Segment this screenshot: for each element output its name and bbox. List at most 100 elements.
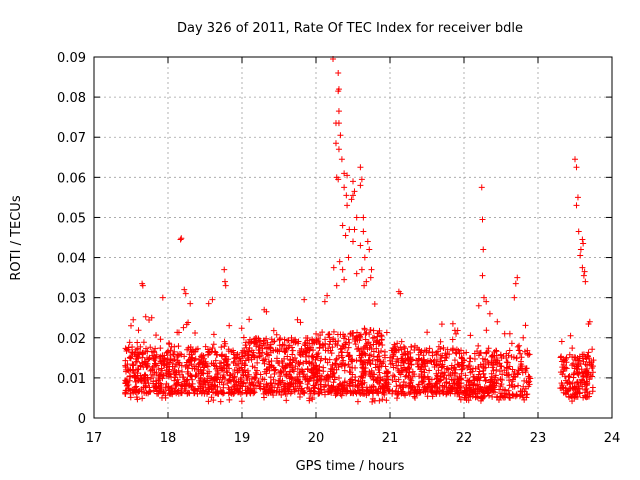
data-point bbox=[298, 366, 305, 373]
data-point bbox=[243, 344, 250, 351]
data-point bbox=[437, 338, 444, 345]
data-point bbox=[297, 391, 304, 398]
data-point bbox=[283, 370, 290, 377]
data-point bbox=[274, 384, 281, 391]
data-point bbox=[221, 278, 228, 285]
data-point bbox=[439, 382, 446, 389]
data-point bbox=[175, 379, 182, 386]
data-point bbox=[335, 108, 342, 115]
data-point bbox=[573, 202, 580, 209]
data-point bbox=[346, 226, 353, 233]
data-point bbox=[235, 360, 242, 367]
data-point bbox=[471, 355, 478, 362]
data-point bbox=[579, 264, 586, 271]
data-point bbox=[328, 387, 335, 394]
data-point bbox=[501, 390, 508, 397]
data-point bbox=[433, 356, 440, 363]
data-point bbox=[322, 347, 329, 354]
data-point bbox=[315, 390, 322, 397]
data-point bbox=[437, 377, 444, 384]
data-point bbox=[499, 371, 506, 378]
data-point bbox=[287, 381, 294, 388]
data-point bbox=[421, 356, 428, 363]
data-point bbox=[341, 276, 348, 283]
data-point bbox=[360, 372, 367, 379]
data-point bbox=[400, 384, 407, 391]
data-point bbox=[584, 389, 591, 396]
data-point bbox=[172, 369, 179, 376]
data-point bbox=[169, 360, 176, 367]
data-point bbox=[142, 313, 149, 320]
data-point bbox=[367, 274, 374, 281]
data-point bbox=[454, 327, 461, 334]
data-point bbox=[438, 364, 445, 371]
data-point bbox=[213, 351, 220, 358]
data-point bbox=[240, 379, 247, 386]
data-point bbox=[230, 360, 237, 367]
data-point bbox=[353, 270, 360, 277]
data-point bbox=[493, 366, 500, 373]
data-point bbox=[166, 371, 173, 378]
data-point bbox=[518, 354, 525, 361]
data-point bbox=[146, 388, 153, 395]
data-point bbox=[391, 345, 398, 352]
data-point bbox=[522, 369, 529, 376]
data-point bbox=[570, 360, 577, 367]
data-point bbox=[523, 394, 530, 401]
data-point bbox=[276, 342, 283, 349]
data-point bbox=[583, 373, 590, 380]
data-point bbox=[304, 366, 311, 373]
data-point bbox=[267, 374, 274, 381]
data-point bbox=[305, 352, 312, 359]
data-point bbox=[322, 356, 329, 363]
data-point bbox=[259, 345, 266, 352]
data-point bbox=[585, 349, 592, 356]
data-point bbox=[240, 334, 247, 341]
data-point bbox=[280, 368, 287, 375]
data-point bbox=[289, 351, 296, 358]
data-point bbox=[429, 393, 436, 400]
data-point bbox=[218, 378, 225, 385]
data-point bbox=[362, 336, 369, 343]
data-point bbox=[364, 238, 371, 245]
data-point bbox=[347, 331, 354, 338]
data-point bbox=[261, 360, 268, 367]
data-point bbox=[586, 355, 593, 362]
data-point bbox=[296, 369, 303, 376]
data-point bbox=[424, 360, 431, 367]
data-point bbox=[268, 357, 275, 364]
data-point bbox=[351, 338, 358, 345]
data-point bbox=[171, 356, 178, 363]
data-point bbox=[315, 350, 322, 357]
data-point bbox=[347, 390, 354, 397]
data-point bbox=[218, 352, 225, 359]
data-point bbox=[380, 358, 387, 365]
data-point bbox=[151, 357, 158, 364]
data-point bbox=[444, 346, 451, 353]
data-point bbox=[452, 370, 459, 377]
data-point bbox=[563, 354, 570, 361]
data-point bbox=[125, 367, 132, 374]
data-point bbox=[190, 386, 197, 393]
data-point bbox=[453, 330, 460, 337]
data-point bbox=[491, 389, 498, 396]
data-point bbox=[213, 363, 220, 370]
y-tick-label: 0.07 bbox=[57, 131, 86, 146]
data-point bbox=[206, 368, 213, 375]
data-point bbox=[314, 376, 321, 383]
x-tick-labels: 17 18 19 20 21 22 23 24 bbox=[86, 431, 621, 446]
data-point bbox=[239, 347, 246, 354]
data-point bbox=[487, 378, 494, 385]
data-point bbox=[315, 385, 322, 392]
data-point bbox=[182, 290, 189, 297]
data-point bbox=[134, 366, 141, 373]
data-point bbox=[355, 377, 362, 384]
data-point bbox=[480, 364, 487, 371]
data-point bbox=[515, 382, 522, 389]
data-point bbox=[268, 382, 275, 389]
data-point bbox=[497, 363, 504, 370]
data-point bbox=[361, 254, 368, 261]
data-point bbox=[490, 367, 497, 374]
data-point bbox=[407, 357, 414, 364]
data-point bbox=[337, 346, 344, 353]
